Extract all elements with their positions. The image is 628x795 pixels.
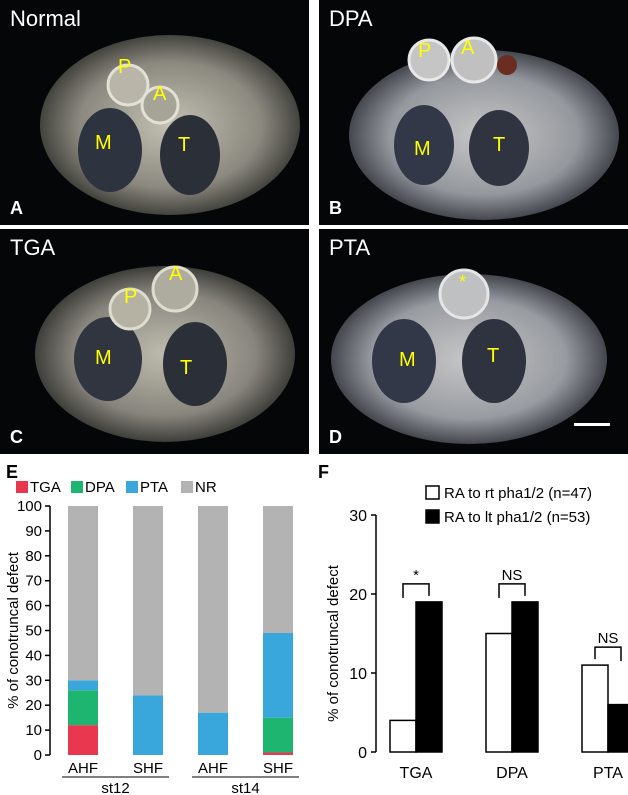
photo-panel-dpa: DPA P A M T B <box>319 0 628 225</box>
significance-label: * <box>413 567 419 584</box>
legend-swatch <box>425 509 440 524</box>
x-tick-label: DPA <box>496 765 528 782</box>
x-tick-label: TGA <box>400 765 433 782</box>
y-tick-label: 30 <box>25 672 42 689</box>
photo-panel-pta: PTA * M T D <box>319 229 628 454</box>
panel-letter: B <box>329 198 342 218</box>
annotation-asterisk: * <box>459 272 467 292</box>
y-tick-label: 30 <box>349 508 367 525</box>
significance-bracket <box>594 646 622 662</box>
group-label: st12 <box>101 780 129 795</box>
heart-image <box>349 36 619 220</box>
x-tick-label: PTA <box>593 765 623 782</box>
bar-segment-pta <box>68 680 98 691</box>
heart-image <box>331 268 607 444</box>
x-tick-label: SHF <box>263 760 293 777</box>
label-tricuspid: T <box>178 134 191 156</box>
legend-label: RA to rt pha1/2 (n=47) <box>444 485 592 502</box>
y-tick-label: 40 <box>25 647 42 664</box>
panel-letter: C <box>10 427 23 447</box>
y-tick-label: 80 <box>25 548 42 565</box>
y-tick-label: 10 <box>349 666 367 683</box>
legend-label: RA to lt pha1/2 (n=53) <box>444 509 590 526</box>
bar-segment-nr <box>263 506 293 633</box>
legend-label: PTA <box>140 479 168 496</box>
y-tick-label: 100 <box>17 498 42 515</box>
bar-lt <box>511 601 539 753</box>
heart-image <box>35 265 295 442</box>
panel-letter: D <box>329 427 342 447</box>
panel-title: Normal <box>10 6 81 31</box>
bar-segment-nr <box>133 506 163 696</box>
legend-label: DPA <box>85 479 115 496</box>
legend-swatch <box>126 481 138 493</box>
y-tick-label: 60 <box>25 598 42 615</box>
legend-label: NR <box>195 479 217 496</box>
y-tick-label: 0 <box>34 747 42 764</box>
x-tick-label: AHF <box>68 760 98 777</box>
bar-segment-nr <box>198 506 228 713</box>
photo-panel-normal: Normal P A M T A <box>0 0 309 225</box>
bar-segment-pta <box>133 695 163 755</box>
photo-panel-tga: TGA P A M T C <box>0 229 309 454</box>
y-axis-label: % of conotruncal defect <box>5 551 22 709</box>
panel-title: TGA <box>10 235 56 260</box>
scale-bar <box>574 423 610 426</box>
label-mitral: M <box>95 132 112 154</box>
panel-letter: F <box>318 462 329 482</box>
label-mitral: M <box>414 138 431 160</box>
label-pulmonary: P <box>418 40 432 62</box>
panel-title: PTA <box>329 235 371 260</box>
heart-image <box>40 35 300 215</box>
bar-lt <box>607 703 628 753</box>
bar-segment-tga <box>263 752 293 755</box>
legend-swatch <box>425 485 440 500</box>
panel-letter: E <box>6 462 18 482</box>
y-tick-label: 50 <box>25 623 42 640</box>
y-tick-label: 10 <box>25 722 42 739</box>
legend-swatch <box>181 481 193 493</box>
y-tick-label: 20 <box>349 587 367 604</box>
bar-segment-tga <box>68 725 98 755</box>
y-tick-label: 70 <box>25 573 42 590</box>
label-tricuspid: T <box>487 345 500 367</box>
chart-f-grouped-bar: F RA to rt pha1/2 (n=47) RA to lt pha1/2 (… <box>318 462 628 782</box>
bar-segment-dpa <box>263 717 293 753</box>
bar-lt <box>415 601 443 753</box>
bar-segment-nr <box>68 506 98 681</box>
x-tick-label: SHF <box>133 760 163 777</box>
label-pulmonary: P <box>118 56 132 78</box>
label-aorta: A <box>461 37 475 59</box>
bar-segment-pta <box>198 712 228 755</box>
bar-rt <box>485 632 513 753</box>
significance-label: NS <box>502 567 523 584</box>
panel-title: DPA <box>329 6 373 31</box>
label-tricuspid: T <box>180 357 193 379</box>
y-tick-label: 90 <box>25 523 42 540</box>
bar-segment-pta <box>263 632 293 718</box>
label-tricuspid: T <box>493 134 506 156</box>
chart-e-stacked-bar: E TGA DPA PTA NR 0 10 20 30 40 50 60 70 80 90 100 % of c… <box>5 462 299 795</box>
panel-letter: A <box>10 198 23 218</box>
label-aorta: A <box>169 263 183 285</box>
legend-swatch <box>16 481 28 493</box>
y-tick-label: 0 <box>358 745 367 762</box>
bar-rt <box>389 719 417 753</box>
legend-label: TGA <box>30 479 61 496</box>
label-mitral: M <box>399 349 416 371</box>
significance-bracket <box>402 583 430 598</box>
group-label: st14 <box>231 780 259 795</box>
label-mitral: M <box>95 347 112 369</box>
label-pulmonary: P <box>124 286 138 308</box>
label-aorta: A <box>153 83 167 105</box>
y-tick-label: 20 <box>25 697 42 714</box>
bar-rt <box>581 664 609 753</box>
significance-bracket <box>498 583 526 598</box>
x-tick-label: AHF <box>198 760 228 777</box>
bar-segment-dpa <box>68 690 98 726</box>
y-axis-label: % of conotruncal defect <box>325 564 342 722</box>
legend-swatch <box>71 481 83 493</box>
significance-label: NS <box>598 630 619 647</box>
